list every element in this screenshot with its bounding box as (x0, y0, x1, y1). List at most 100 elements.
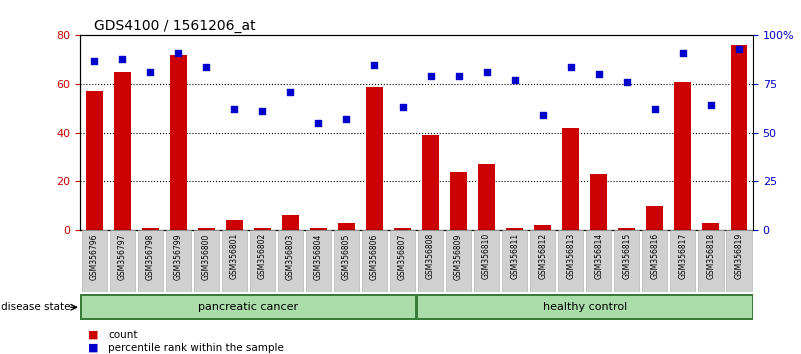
Bar (590, 174, 607, 230)
Bar (562, 128, 579, 230)
Bar (170, 55, 187, 230)
Bar (82, 296, 415, 318)
Point (115, 56, 128, 62)
Point (592, 72, 605, 77)
Text: GSM356816: GSM356816 (650, 233, 659, 279)
Point (284, 89, 296, 95)
Point (396, 104, 409, 110)
Text: GSM356806: GSM356806 (370, 233, 379, 280)
Text: GSM356804: GSM356804 (314, 233, 323, 280)
FancyBboxPatch shape (558, 230, 583, 292)
Point (312, 120, 324, 126)
Bar (254, 228, 271, 230)
Point (704, 103, 717, 108)
Text: GSM356803: GSM356803 (286, 233, 295, 280)
Point (144, 69, 157, 75)
Bar (478, 164, 495, 230)
Point (648, 107, 661, 112)
Bar (366, 86, 383, 230)
Bar (418, 296, 751, 318)
Point (424, 73, 437, 79)
Point (256, 108, 268, 114)
Bar (142, 228, 159, 230)
Text: GSM356812: GSM356812 (538, 233, 547, 279)
FancyBboxPatch shape (166, 230, 191, 292)
Bar (618, 228, 635, 230)
Bar (198, 228, 215, 230)
Bar (338, 223, 355, 230)
Text: GSM356798: GSM356798 (146, 233, 155, 280)
FancyBboxPatch shape (334, 230, 359, 292)
Point (536, 112, 549, 118)
Text: GSM356809: GSM356809 (454, 233, 463, 280)
Bar (422, 135, 439, 230)
FancyBboxPatch shape (306, 230, 331, 292)
FancyBboxPatch shape (614, 230, 639, 292)
Point (199, 64, 212, 69)
Text: healthy control: healthy control (542, 302, 627, 312)
Text: GSM356807: GSM356807 (398, 233, 407, 280)
FancyBboxPatch shape (222, 230, 247, 292)
FancyBboxPatch shape (138, 230, 163, 292)
Point (732, 46, 745, 52)
Point (340, 116, 352, 122)
Text: ■: ■ (88, 330, 99, 339)
Bar (394, 228, 411, 230)
Text: GSM356817: GSM356817 (678, 233, 687, 279)
FancyBboxPatch shape (586, 230, 611, 292)
FancyBboxPatch shape (670, 230, 695, 292)
Text: percentile rank within the sample: percentile rank within the sample (108, 343, 284, 353)
FancyBboxPatch shape (278, 230, 303, 292)
Bar (534, 225, 551, 230)
Text: GSM356818: GSM356818 (706, 233, 715, 279)
FancyBboxPatch shape (698, 230, 723, 292)
Text: GSM356810: GSM356810 (482, 233, 491, 279)
FancyBboxPatch shape (110, 230, 135, 292)
FancyBboxPatch shape (446, 230, 471, 292)
Text: GSM356814: GSM356814 (594, 233, 603, 279)
FancyBboxPatch shape (727, 230, 751, 292)
Point (171, 50, 184, 56)
FancyBboxPatch shape (250, 230, 275, 292)
Bar (86, 91, 103, 230)
Bar (506, 228, 523, 230)
Point (88, 58, 101, 63)
Text: GSM356813: GSM356813 (566, 233, 575, 279)
FancyBboxPatch shape (390, 230, 415, 292)
Bar (702, 223, 719, 230)
FancyBboxPatch shape (82, 230, 107, 292)
FancyBboxPatch shape (642, 230, 667, 292)
Text: count: count (108, 330, 138, 339)
Point (508, 77, 521, 83)
Text: GSM356801: GSM356801 (230, 233, 239, 279)
Point (620, 79, 633, 85)
Point (452, 73, 465, 79)
Text: GSM356802: GSM356802 (258, 233, 267, 279)
Bar (310, 228, 327, 230)
Text: GSM356811: GSM356811 (510, 233, 519, 279)
Text: GSM356797: GSM356797 (118, 233, 127, 280)
Text: GSM356819: GSM356819 (735, 233, 743, 279)
Bar (282, 216, 299, 230)
FancyBboxPatch shape (530, 230, 555, 292)
Text: GSM356800: GSM356800 (202, 233, 211, 280)
FancyBboxPatch shape (502, 230, 527, 292)
Text: disease state: disease state (1, 302, 70, 312)
Text: GSM356796: GSM356796 (90, 233, 99, 280)
FancyBboxPatch shape (418, 230, 443, 292)
Text: ■: ■ (88, 343, 99, 353)
Text: pancreatic cancer: pancreatic cancer (199, 302, 298, 312)
Bar (114, 72, 131, 230)
FancyBboxPatch shape (474, 230, 499, 292)
Bar (450, 172, 467, 230)
Text: GSM356808: GSM356808 (426, 233, 435, 279)
Bar (226, 220, 243, 230)
Point (564, 64, 577, 69)
Point (480, 69, 493, 75)
FancyBboxPatch shape (362, 230, 387, 292)
Text: GSM356815: GSM356815 (622, 233, 631, 279)
Text: GDS4100 / 1561206_at: GDS4100 / 1561206_at (94, 19, 256, 33)
Bar (731, 45, 747, 230)
Text: GSM356805: GSM356805 (342, 233, 351, 280)
Point (676, 50, 689, 56)
